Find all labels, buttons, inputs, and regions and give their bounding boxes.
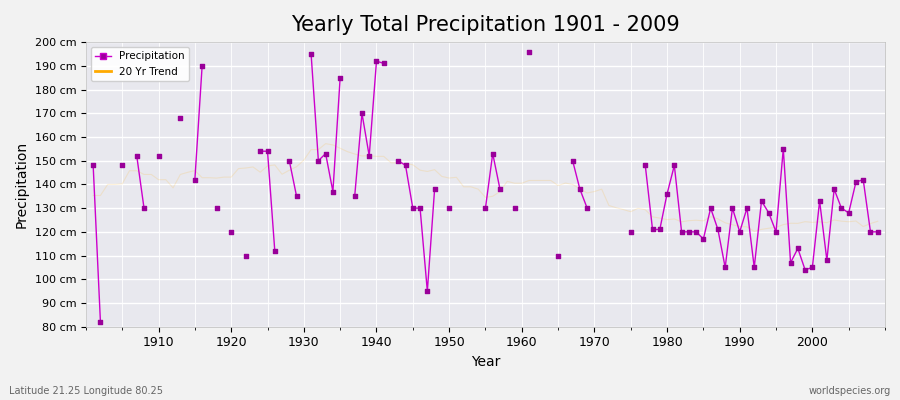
Point — [238, 252, 253, 259]
X-axis label: Year: Year — [471, 355, 500, 369]
Point — [776, 146, 790, 152]
Point — [508, 205, 522, 211]
Point — [304, 51, 319, 57]
Point — [260, 148, 274, 154]
Point — [253, 148, 267, 154]
Title: Yearly Total Precipitation 1901 - 2009: Yearly Total Precipitation 1901 - 2009 — [291, 15, 680, 35]
Point — [188, 176, 202, 183]
Point — [319, 150, 333, 157]
Point — [151, 153, 166, 159]
Point — [130, 153, 144, 159]
Point — [681, 229, 696, 235]
Point — [638, 162, 652, 169]
Point — [210, 205, 224, 211]
Point — [290, 193, 304, 200]
Point — [376, 60, 391, 67]
Point — [362, 153, 376, 159]
Point — [790, 245, 805, 252]
Point — [224, 229, 238, 235]
Point — [711, 226, 725, 233]
Text: Latitude 21.25 Longitude 80.25: Latitude 21.25 Longitude 80.25 — [9, 386, 163, 396]
Point — [798, 267, 813, 273]
Point — [718, 264, 733, 271]
20 Yr Trend — [306, 147, 317, 152]
Point — [311, 158, 326, 164]
Point — [820, 257, 834, 264]
Point — [420, 288, 435, 294]
Point — [580, 205, 594, 211]
Point — [551, 252, 565, 259]
Line: 20 Yr Trend: 20 Yr Trend — [94, 144, 878, 232]
Point — [733, 229, 747, 235]
Point — [870, 229, 885, 235]
Text: worldspecies.org: worldspecies.org — [809, 386, 891, 396]
20 Yr Trend — [356, 154, 367, 158]
Point — [94, 319, 108, 325]
Point — [572, 186, 587, 192]
20 Yr Trend — [517, 181, 527, 186]
Point — [747, 264, 761, 271]
Point — [624, 229, 638, 235]
Point — [863, 229, 878, 235]
Point — [392, 158, 406, 164]
Point — [667, 162, 681, 169]
Point — [761, 210, 776, 216]
20 Yr Trend — [524, 178, 535, 183]
20 Yr Trend — [872, 219, 883, 224]
Point — [267, 248, 282, 254]
Point — [478, 205, 492, 211]
Point — [674, 229, 688, 235]
Point — [442, 205, 456, 211]
Point — [522, 48, 536, 55]
Point — [740, 205, 754, 211]
Point — [333, 74, 347, 81]
Point — [195, 63, 210, 69]
Point — [725, 205, 740, 211]
Point — [282, 158, 296, 164]
Point — [849, 179, 863, 185]
Point — [428, 186, 442, 192]
Point — [355, 110, 369, 116]
Point — [856, 176, 870, 183]
Point — [704, 205, 718, 211]
20 Yr Trend — [611, 205, 622, 210]
Point — [115, 162, 130, 169]
Point — [173, 115, 187, 121]
Point — [813, 198, 827, 204]
Point — [697, 236, 711, 242]
Point — [769, 229, 783, 235]
Point — [565, 158, 580, 164]
Point — [326, 188, 340, 195]
Point — [806, 264, 820, 271]
Point — [660, 191, 674, 197]
Point — [842, 210, 856, 216]
Point — [485, 150, 500, 157]
Point — [399, 162, 413, 169]
Point — [783, 260, 797, 266]
20 Yr Trend — [749, 229, 760, 234]
20 Yr Trend — [88, 193, 99, 198]
Point — [834, 205, 849, 211]
Point — [688, 229, 703, 235]
20 Yr Trend — [146, 172, 157, 177]
Point — [86, 162, 101, 169]
Point — [369, 58, 383, 64]
20 Yr Trend — [320, 141, 331, 146]
Point — [406, 205, 420, 211]
Point — [137, 205, 151, 211]
Y-axis label: Precipitation: Precipitation — [15, 141, 29, 228]
Point — [493, 186, 508, 192]
Point — [413, 205, 428, 211]
Point — [827, 186, 842, 192]
Point — [652, 226, 667, 233]
Point — [347, 193, 362, 200]
Point — [645, 226, 660, 233]
Point — [754, 198, 769, 204]
Legend: Precipitation, 20 Yr Trend: Precipitation, 20 Yr Trend — [91, 47, 189, 81]
